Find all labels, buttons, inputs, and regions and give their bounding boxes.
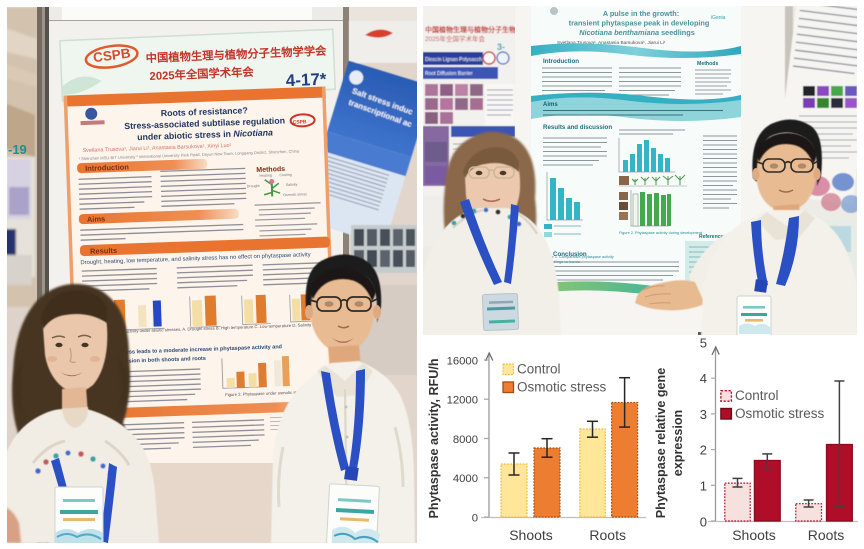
svg-text:0: 0 bbox=[472, 513, 478, 525]
svg-text:Cooling: Cooling bbox=[279, 173, 291, 177]
svg-text:Shoots: Shoots bbox=[509, 527, 553, 543]
svg-text:Figure 2. Phytaspase activity: Figure 2. Phytaspase activity during dev… bbox=[619, 231, 703, 235]
svg-text:Phytaspase relative gene: Phytaspase relative gene bbox=[654, 368, 668, 519]
svg-text:Figure 2. Phytaspase under osm: Figure 2. Phytaspase under osmotic stres… bbox=[225, 389, 305, 397]
svg-text:Svetlana Trusova¹, Anastasia B: Svetlana Trusova¹, Anastasia Barsukova¹,… bbox=[557, 40, 666, 46]
svg-text:4-17*: 4-17* bbox=[285, 70, 327, 91]
svg-text:Conclusion: Conclusion bbox=[553, 251, 587, 258]
svg-text:transient phytaspase peak in d: transient phytaspase peak in developing bbox=[569, 19, 710, 28]
svg-text:Methods: Methods bbox=[697, 61, 718, 67]
svg-text:Roots: Roots bbox=[589, 527, 626, 543]
svg-text:ene expression in both shoots: ene expression in both shoots and roots bbox=[100, 356, 206, 366]
svg-text:Nicotiana benthamiana seedling: Nicotiana benthamiana seedlings bbox=[579, 28, 695, 37]
svg-text:Aims: Aims bbox=[87, 214, 106, 224]
svg-text:iGenia: iGenia bbox=[711, 15, 726, 21]
svg-text:5: 5 bbox=[700, 337, 707, 351]
svg-text:Heating: Heating bbox=[259, 173, 272, 177]
svg-text:Dioscin Lignan Polysaccharides: Dioscin Lignan Polysaccharides bbox=[425, 57, 496, 63]
svg-text:Root Diffusion Barrier: Root Diffusion Barrier bbox=[425, 71, 473, 77]
svg-text:Methods: Methods bbox=[256, 166, 285, 174]
svg-text:A pulse in the growth:: A pulse in the growth: bbox=[603, 9, 679, 18]
svg-text:2025年全国学术年会: 2025年全国学术年会 bbox=[149, 65, 254, 83]
svg-text:1: 1 bbox=[700, 478, 707, 493]
svg-text:Osmotic stress: Osmotic stress bbox=[735, 406, 825, 421]
svg-text:Results and discussion: Results and discussion bbox=[543, 124, 612, 131]
svg-text:4000: 4000 bbox=[453, 473, 478, 485]
svg-text:Osmotic stress: Osmotic stress bbox=[517, 380, 607, 395]
svg-text:Osmotic stress: Osmotic stress bbox=[283, 192, 307, 197]
svg-text:Roots: Roots bbox=[808, 527, 845, 543]
svg-text:Svetlana Trusova¹, Jiarui Li¹,: Svetlana Trusova¹, Jiarui Li¹, Anastasia… bbox=[82, 143, 231, 154]
svg-text:References: References bbox=[699, 234, 726, 240]
svg-text:Roots of resistance?: Roots of resistance? bbox=[161, 105, 248, 118]
svg-text:16000: 16000 bbox=[447, 356, 478, 368]
svg-text:Introduction: Introduction bbox=[85, 162, 129, 173]
svg-text:2025年全国学术年会: 2025年全国学术年会 bbox=[425, 34, 485, 43]
svg-text:under abiotic stress in Nicoti: under abiotic stress in Nicotiana bbox=[137, 127, 273, 142]
svg-text:Salinity: Salinity bbox=[286, 183, 298, 187]
svg-text:Shoots: Shoots bbox=[732, 527, 776, 543]
svg-text:Phytaspase activity, RFU/h: Phytaspase activity, RFU/h bbox=[427, 358, 441, 518]
svg-text:2: 2 bbox=[700, 443, 707, 458]
svg-text:Figure 1. Comparative phytaspa: Figure 1. Comparative phytaspase activit… bbox=[543, 255, 614, 259]
svg-text:3-: 3- bbox=[497, 42, 505, 52]
svg-text:Introduction: Introduction bbox=[543, 58, 579, 65]
svg-text:3: 3 bbox=[700, 407, 707, 422]
svg-text:中国植物生理与植物分子生物学学会: 中国植物生理与植物分子生物学学会 bbox=[425, 25, 538, 34]
svg-text:expression: expression bbox=[671, 410, 685, 477]
svg-text:CSPB: CSPB bbox=[92, 45, 131, 65]
svg-text:CSPB: CSPB bbox=[293, 119, 307, 125]
svg-text:4: 4 bbox=[700, 371, 707, 386]
svg-text:0: 0 bbox=[700, 515, 707, 530]
svg-text:Results: Results bbox=[90, 246, 117, 256]
svg-text:Drought: Drought bbox=[247, 184, 260, 188]
svg-text:Aims: Aims bbox=[543, 102, 558, 108]
svg-text:12000: 12000 bbox=[447, 395, 478, 407]
svg-text:-19: -19 bbox=[8, 142, 27, 157]
svg-text:Control: Control bbox=[735, 388, 779, 403]
svg-text:Control: Control bbox=[517, 362, 561, 377]
svg-text:8000: 8000 bbox=[453, 434, 478, 446]
